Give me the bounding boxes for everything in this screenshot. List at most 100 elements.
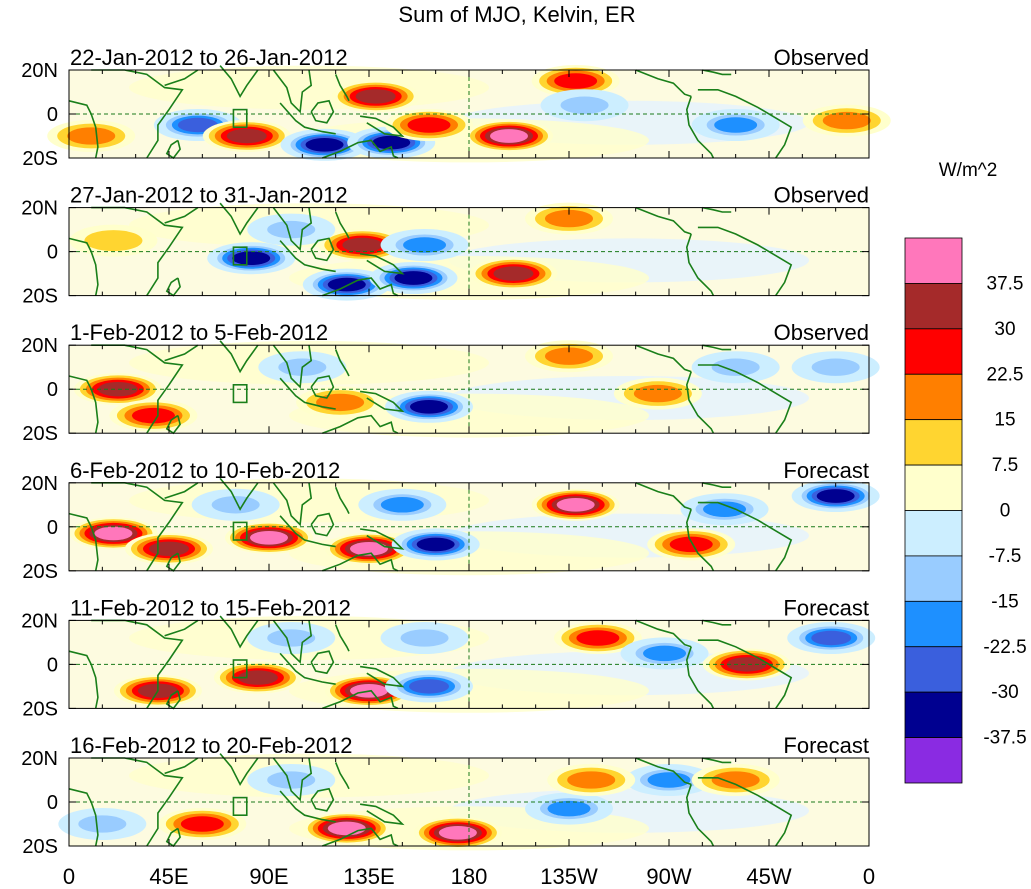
y-tick-label: 0 (47, 654, 58, 676)
coastline-borneo (310, 99, 335, 124)
anomaly-contour (669, 536, 713, 553)
region-box (232, 659, 248, 679)
coastline-caribbean (702, 344, 732, 351)
anomaly-contour (556, 497, 595, 512)
coastline-africa-west (68, 375, 99, 434)
coastline-se-asia (272, 207, 313, 252)
colorbar-swatch (904, 555, 963, 602)
anomaly-contour (811, 358, 860, 376)
coastline-africa-west (68, 512, 99, 571)
anomaly-contour (416, 537, 455, 552)
y-tick-label: 20N (21, 610, 58, 632)
anomaly-blob (369, 262, 458, 294)
colorbar-label: -15 (991, 591, 1018, 612)
region-box (232, 246, 248, 266)
coastline-central-america (635, 619, 692, 648)
colorbar-swatch (904, 510, 963, 557)
anomaly-contour (149, 541, 189, 556)
anomaly-blob (247, 764, 336, 796)
anomaly-blob (531, 488, 620, 521)
coastline-south-america-west (685, 233, 715, 296)
coastlines (68, 753, 793, 848)
coastline-south-america-east (697, 777, 793, 847)
coastline-philippines (334, 74, 350, 102)
coastline-india (219, 753, 259, 787)
colorbar-swatch (904, 373, 963, 421)
coastline-south-america-east (697, 226, 793, 297)
anomaly-blob (625, 764, 713, 796)
coastline-australia (322, 277, 399, 297)
colorbar-swatch (904, 691, 963, 738)
panel-period-label: 27-Jan-2012 to 31-Jan-2012 (70, 183, 348, 208)
y-tick-label: 0 (47, 517, 58, 539)
anomaly-blob (702, 648, 791, 681)
anomaly-contour (493, 266, 534, 281)
anomaly-blob (225, 521, 313, 554)
colorbar-swatch (904, 600, 963, 648)
anomaly-contour (567, 771, 616, 789)
y-tick-label: 0 (47, 104, 58, 126)
anomaly-contour (714, 117, 758, 133)
anomaly-contour (490, 129, 528, 143)
x-tick-label: 0 (63, 864, 75, 889)
colorbar-swatch (904, 237, 963, 284)
anomaly-blob (158, 808, 247, 840)
coastline-south-america-west (685, 371, 715, 434)
anomaly-blob (331, 80, 420, 113)
y-tick-label: 20S (22, 423, 58, 445)
anomaly-contour (316, 393, 365, 412)
x-tick-label: 45W (746, 864, 791, 889)
anomaly-contour (400, 629, 449, 647)
panel-status-label: Forecast (783, 595, 869, 620)
colorbar-label: -7.5 (989, 546, 1022, 567)
coastline-new-guinea (359, 115, 405, 138)
coastline-borneo (310, 375, 335, 399)
coastline-new-guinea (359, 528, 405, 550)
coastline-india (219, 477, 259, 511)
anomaly-contour (237, 670, 278, 685)
coastline-arabia (164, 482, 199, 499)
coastline-madagascar (165, 827, 181, 848)
anomaly-blob (325, 532, 413, 565)
x-tick-label: 90W (646, 864, 691, 889)
map-panel: 20N 0 20S 1-Feb-2012 to 5-Feb-2012 Observed (21, 320, 880, 445)
coastline-new-guinea (359, 665, 405, 688)
y-tick-label: 20N (21, 335, 58, 357)
anomaly-blob (213, 661, 302, 694)
colorbar-label: 15 (994, 410, 1015, 431)
map-panel: 20N 0 20S 22-Jan-2012 to 26-Jan-2012 Observe… (21, 45, 891, 170)
coastline-central-america (635, 69, 692, 98)
map-panel: 20N 0 20S 27-Jan-2012 to 31-Jan-2012 Observe… (21, 183, 870, 308)
colorbar-label: 30 (994, 319, 1015, 340)
y-tick-label: 0 (47, 242, 58, 264)
coastline-indonesia (279, 377, 336, 410)
panel-status-label: Observed (774, 320, 869, 345)
anomaly-blob (202, 120, 291, 152)
coastline-arabia (164, 757, 199, 775)
coastline-madagascar (165, 277, 181, 297)
coastline-madagascar (165, 552, 181, 572)
coastline-se-asia (272, 69, 313, 114)
anomaly-blob (380, 229, 469, 261)
coastline-africa-west (68, 100, 99, 159)
anomaly-blob (47, 120, 136, 152)
coastline-india (219, 615, 259, 649)
coastline-borneo (310, 512, 335, 537)
anomaly-contour (78, 815, 127, 833)
anomaly-contour (560, 96, 609, 114)
coastline-south-america-east (697, 501, 793, 572)
x-tick-label: 90E (249, 864, 288, 889)
anomaly-blob (465, 120, 553, 152)
y-tick-label: 20N (21, 748, 58, 770)
region-box (232, 383, 248, 404)
anomaly-blob (680, 493, 769, 526)
anomaly-contour (711, 771, 760, 789)
anomaly-blob (109, 399, 198, 432)
panel-period-label: 22-Jan-2012 to 26-Jan-2012 (70, 45, 348, 70)
anomaly-blob (247, 622, 336, 654)
coastline-south-america-west (685, 646, 715, 709)
anomaly-contour (350, 541, 388, 556)
coastline-new-guinea (359, 803, 405, 826)
coastline-arabia (164, 619, 199, 637)
colorbar-units-label: W/m^2 (939, 160, 998, 181)
